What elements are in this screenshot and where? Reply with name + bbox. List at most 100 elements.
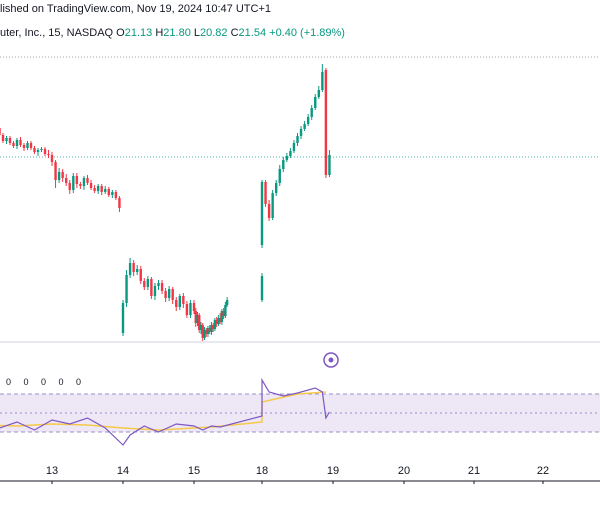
candle-body: [50, 155, 54, 162]
open-label: O: [116, 27, 125, 39]
rsi-ma-line: [0, 391, 326, 431]
close-value: 21.54: [238, 27, 267, 39]
candle-body: [321, 72, 324, 90]
candle-body: [198, 315, 201, 330]
candle-body: [208, 328, 211, 332]
candle-body: [132, 263, 135, 272]
candle-body: [267, 204, 271, 218]
candle-body: [264, 182, 267, 204]
candle-body: [260, 276, 264, 289]
candle-body: [33, 148, 36, 152]
candle-body: [93, 188, 96, 191]
candle-body: [107, 189, 110, 195]
candle-body: [167, 289, 171, 298]
candle-body: [150, 279, 153, 296]
candle-body: [146, 279, 150, 287]
x-tick-label: 14: [117, 465, 129, 477]
x-tick-label: 20: [398, 465, 410, 477]
candle-body: [19, 140, 22, 145]
candle-body: [289, 151, 292, 156]
x-tick-label: 18: [256, 465, 268, 477]
candle-body: [282, 160, 285, 169]
candle-body: [278, 169, 281, 183]
candle-body: [75, 176, 79, 184]
candle-body: [40, 149, 43, 150]
rsi-line: [0, 377, 330, 446]
candle-body: [182, 296, 185, 304]
candle-body: [61, 172, 64, 178]
candle-body: [100, 186, 103, 192]
low-label: L: [193, 27, 200, 39]
candle-body: [317, 90, 320, 97]
candle-body: [160, 283, 164, 291]
candle-body: [296, 136, 299, 143]
candle-body: [178, 296, 181, 307]
candle-body: [29, 143, 33, 148]
candle-body: [114, 192, 118, 198]
candle-body: [211, 325, 215, 329]
x-tick-label: 15: [188, 465, 200, 477]
candle-body: [47, 154, 50, 155]
change-value: +0.40 (+1.89%): [269, 27, 345, 39]
candle-body: [185, 304, 189, 315]
candle-body: [164, 291, 167, 298]
candle-body: [121, 303, 125, 333]
candle-body: [210, 325, 213, 332]
candle-body: [57, 172, 61, 180]
rsi-values: 0 0 0 0 0: [6, 377, 87, 387]
candle-body: [199, 325, 203, 330]
candles-group: [0, 64, 331, 341]
candle-body: [310, 108, 313, 117]
candle-body: [136, 269, 139, 272]
candle-body: [303, 124, 306, 129]
candle-body: [224, 305, 227, 316]
high-label: H: [155, 27, 164, 39]
candle-body: [213, 320, 217, 329]
candle-body: [43, 149, 47, 154]
candle-body: [143, 281, 146, 287]
candle-body: [218, 318, 222, 322]
plus-circle-icon[interactable]: [323, 352, 339, 368]
symbol-name: uter, Inc., 15, NASDAQ: [0, 27, 114, 39]
candle-body: [189, 303, 192, 315]
high-value: 21.80: [163, 27, 191, 39]
x-axis: 13 14 15 18 19 20 21 22: [46, 465, 549, 484]
candle-body: [68, 183, 71, 190]
candle-body: [217, 318, 220, 324]
candle-body: [104, 189, 107, 192]
candle-body: [36, 150, 40, 152]
candle-body: [175, 300, 178, 307]
candle-body: [215, 320, 218, 324]
candle-body: [79, 184, 82, 186]
candle-body: [222, 311, 225, 316]
candle-body: [5, 138, 8, 141]
candle-body: [128, 263, 132, 275]
candle-body: [118, 198, 121, 208]
candle-body: [26, 143, 29, 148]
candle-body: [96, 186, 100, 191]
candle-body: [153, 286, 157, 296]
candle-body: [171, 289, 174, 300]
candle-body: [192, 303, 196, 311]
candle-body: [275, 183, 278, 193]
candle-body: [89, 183, 93, 188]
candle-body: [157, 283, 160, 286]
candle-body: [271, 193, 274, 218]
candle-body: [203, 330, 206, 338]
candle-body: [12, 143, 15, 146]
x-tick-label: 21: [468, 465, 480, 477]
candle-body: [206, 328, 210, 334]
candle-body: [72, 176, 75, 190]
close-label: C: [230, 27, 239, 39]
published-text: lished on TradingView.com, Nov 19, 2024 …: [0, 3, 271, 15]
candle-body: [328, 155, 331, 175]
candle-body: [1, 135, 5, 141]
candle-body: [225, 300, 229, 305]
candle-body: [0, 128, 1, 135]
candle-body: [82, 178, 86, 186]
candle-body: [125, 275, 128, 303]
x-tick-label: 19: [327, 465, 339, 477]
low-value: 20.82: [200, 27, 228, 39]
candle-body: [220, 311, 224, 322]
